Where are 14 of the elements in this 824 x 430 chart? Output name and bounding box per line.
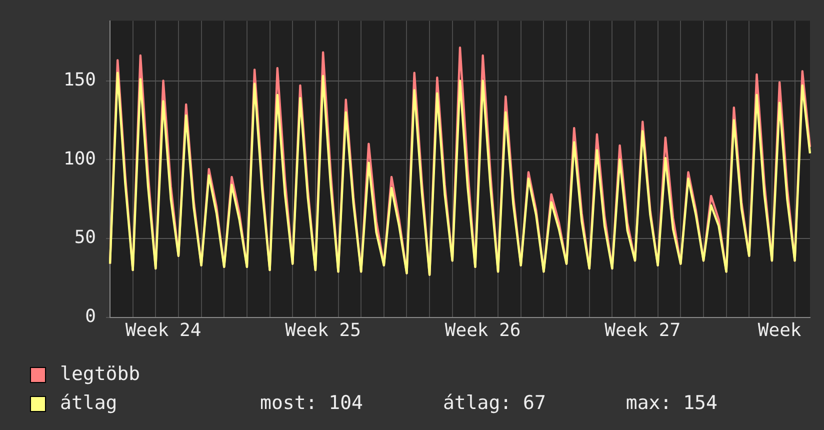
x-tick-label: Week 26 (444, 320, 521, 341)
legend-label: legtöbb (60, 362, 142, 387)
y-tick-label: 0 (85, 306, 96, 328)
y-tick-label: 50 (74, 227, 96, 248)
x-tick-label: Week 27 (604, 320, 681, 341)
x-tick-label: Week 24 (125, 320, 202, 341)
x-tick-label: Week (758, 320, 802, 341)
text: most: 104 (260, 391, 363, 416)
text: max: 154 (626, 391, 718, 416)
text: átlag: 67 (442, 391, 546, 416)
y-tick-label: 100 (63, 148, 96, 170)
y-tick-label: 150 (63, 69, 96, 90)
legend-label: átlag (60, 391, 118, 416)
x-tick-label: Week 25 (285, 320, 361, 341)
